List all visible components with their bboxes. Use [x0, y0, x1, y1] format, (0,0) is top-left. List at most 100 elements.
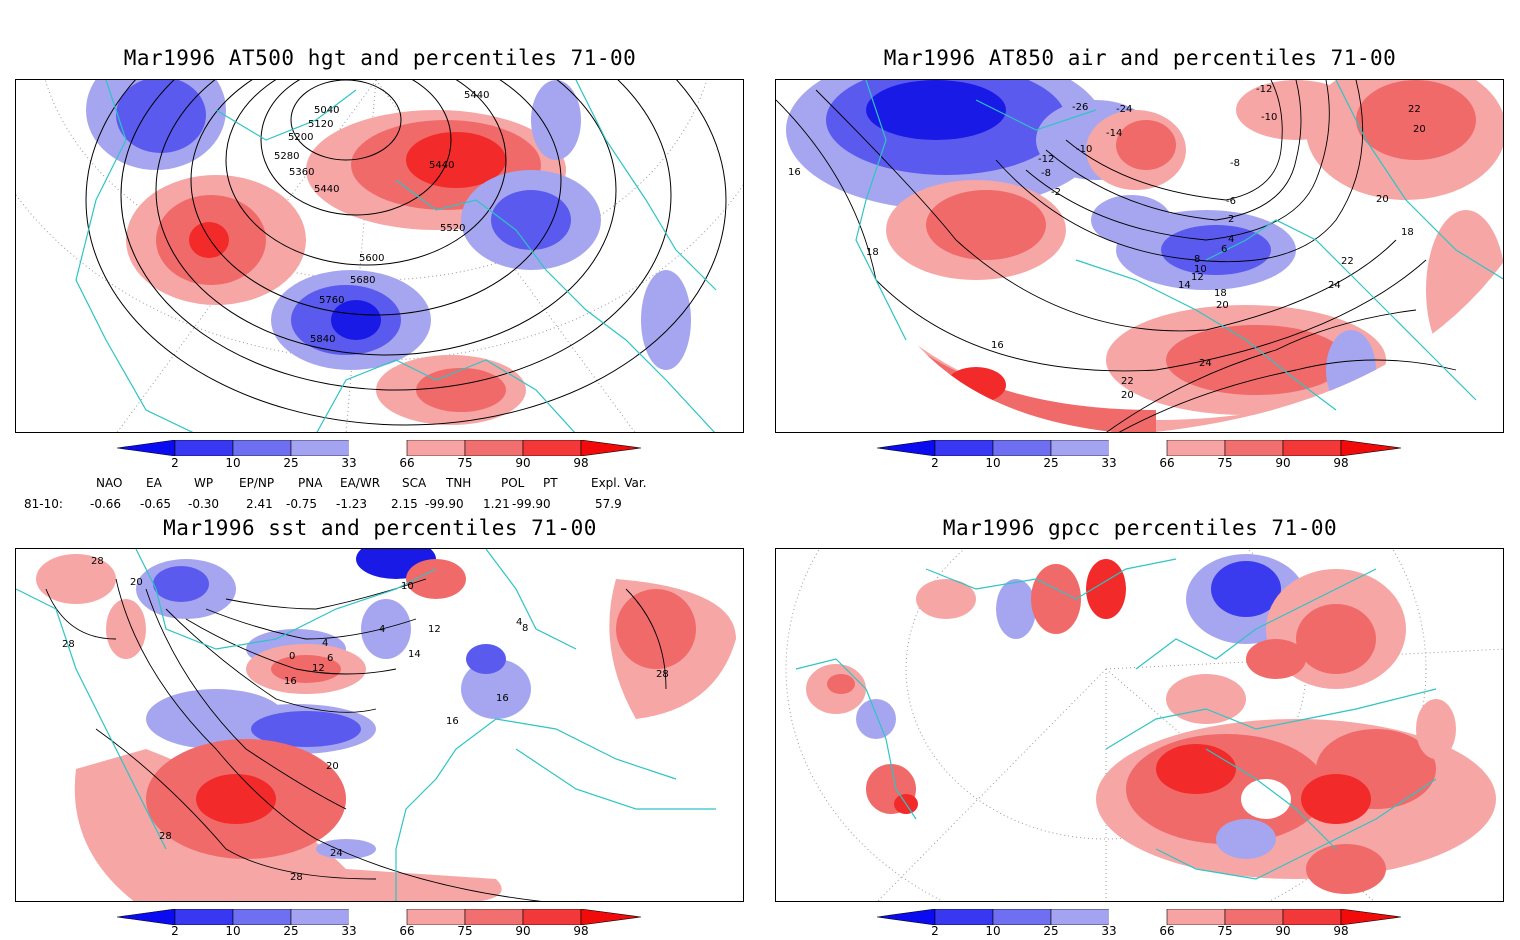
colorbar-1 [117, 440, 642, 456]
index-value: 57.9 [595, 497, 622, 511]
index-row-label: 81-10: [24, 497, 63, 511]
cb-swatch [1108, 440, 1168, 456]
colorbar-4 [877, 909, 1402, 925]
index-header: EA [146, 476, 162, 490]
contour-label: 0 [289, 651, 295, 662]
cb1-label: 75 [457, 456, 473, 470]
map-panel-2: -12 -10 -26 -24 -14 -10 -12 -8 -6 -8 -2 … [775, 79, 1504, 433]
index-header: POL [501, 476, 525, 490]
cb1-label: 25 [283, 456, 299, 470]
cb-swatch [174, 440, 234, 456]
cb3-label: 33 [341, 924, 357, 938]
contour-label: 4 [1228, 234, 1234, 245]
colorbar-3 [117, 909, 642, 925]
cb-swatch [232, 909, 292, 925]
contour-label: 16 [496, 693, 509, 704]
contour-label: 12 [428, 624, 441, 635]
cb-swatch [992, 909, 1052, 925]
contour-label: -6 [1226, 196, 1236, 207]
cb3-label: 98 [573, 924, 589, 938]
contour-label: 5200 [288, 132, 313, 143]
map-hgt500: 5040 5120 5200 5280 5360 5440 5440 5440 … [16, 80, 743, 432]
contour-label: 20 [130, 577, 143, 588]
cb-swatch [464, 909, 524, 925]
contour-label: 28 [91, 556, 104, 567]
cb-swatch [464, 440, 524, 456]
index-value: 2.15 [391, 497, 418, 511]
contour-label: 12 [312, 663, 325, 674]
contour-label: -10 [1076, 144, 1092, 155]
cb3-label: 75 [457, 924, 473, 938]
cb-swatch [117, 909, 176, 925]
contour-label: 16 [991, 340, 1004, 351]
cb-swatch [406, 440, 466, 456]
contour-label: -12 [1256, 84, 1272, 95]
contour-label: 18 [866, 247, 879, 258]
cb1-label: 90 [515, 456, 531, 470]
contour-label: 10 [401, 581, 414, 592]
cb-swatch [1166, 440, 1226, 456]
cb3-label: 10 [225, 924, 241, 938]
contour-label: 24 [1199, 358, 1212, 369]
cb-swatch [1282, 909, 1342, 925]
contour-label: 16 [446, 716, 459, 727]
coastlines [855, 80, 1503, 411]
cb-swatch [232, 440, 292, 456]
cb-swatch [1108, 909, 1168, 925]
contour-label: 5360 [289, 167, 314, 178]
contour-label: 5600 [359, 253, 384, 264]
cb-swatch [877, 440, 936, 456]
coastlines [75, 80, 717, 432]
contour-label: -8 [1230, 158, 1240, 169]
cb4-label: 75 [1217, 924, 1233, 938]
cb-swatch [1340, 440, 1402, 456]
panel-title-1: Mar1996 AT500 hgt and percentiles 71-00 [123, 46, 637, 70]
cb2-label: 2 [931, 456, 939, 470]
index-value: -0.75 [286, 497, 318, 511]
contour-label: 22 [1341, 256, 1354, 267]
contour-label: -10 [1261, 112, 1277, 123]
cb4-label: 2 [931, 924, 939, 938]
contour-label: 24 [330, 848, 343, 859]
index-header: PNA [298, 476, 323, 490]
index-header: TNH [446, 476, 472, 490]
contour-label: 20 [326, 761, 339, 772]
map-panel-1: 5040 5120 5200 5280 5360 5440 5440 5440 … [15, 79, 744, 433]
height-contours [85, 80, 727, 426]
panel-title-3: Mar1996 sst and percentiles 71-00 [163, 516, 597, 540]
contour-label: 2 [1228, 214, 1234, 225]
cb2-label: 33 [1101, 456, 1117, 470]
contour-label: 5520 [440, 223, 465, 234]
colorbar-swatches [117, 909, 642, 925]
cb2-label: 98 [1333, 456, 1349, 470]
contour-label: 4 [516, 617, 522, 628]
contour-label: -26 [1072, 102, 1088, 113]
contour-label: 5440 [429, 160, 454, 171]
cb1-label: 33 [341, 456, 357, 470]
cb-swatch [174, 909, 234, 925]
cb-swatch [290, 909, 350, 925]
cb-swatch [117, 440, 176, 456]
panel-title-2: Mar1996 AT850 air and percentiles 71-00 [883, 46, 1397, 70]
map-panel-3: 28 20 28 10 4 4 0 6 12 16 12 14 16 16 4 … [15, 548, 744, 902]
cb3-label: 66 [399, 924, 415, 938]
contour-label: 5440 [464, 90, 489, 101]
contour-label: 28 [62, 639, 75, 650]
contour-label: -14 [1106, 128, 1122, 139]
contour-label: 5680 [350, 275, 375, 286]
contour-label: 5280 [274, 151, 299, 162]
colorbar-2 [877, 440, 1402, 456]
contour-labels: -12 -10 -26 -24 -14 -10 -12 -8 -6 -8 -2 … [788, 84, 1426, 401]
cb2-label: 75 [1217, 456, 1233, 470]
index-header: WP [194, 476, 214, 490]
cb-swatch [522, 909, 582, 925]
contour-label: 4 [379, 624, 385, 635]
contour-label: 6 [1221, 244, 1227, 255]
contour-labels: 28 20 28 10 4 4 0 6 12 16 12 14 16 16 4 … [62, 556, 669, 883]
anomaly-shading [36, 549, 736, 901]
contour-label: -12 [1038, 154, 1054, 165]
contour-label: 16 [284, 676, 297, 687]
map-sst: 28 20 28 10 4 4 0 6 12 16 12 14 16 16 4 … [16, 549, 736, 901]
cb-swatch [522, 440, 582, 456]
contour-label: 18 [1401, 227, 1414, 238]
